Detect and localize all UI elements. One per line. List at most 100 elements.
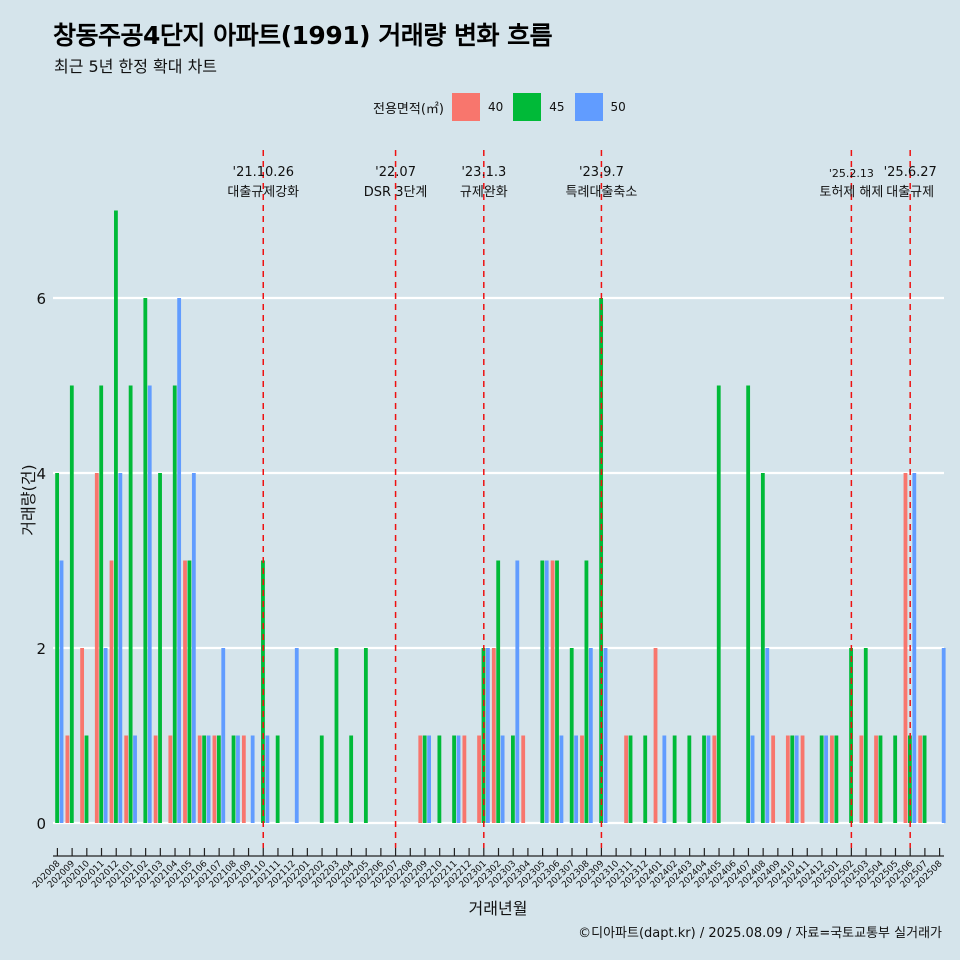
bar-50-202107 [221,648,226,823]
bar-50-202412 [824,735,828,823]
bar-45-202204 [349,735,354,823]
bar-45-202111 [275,735,280,823]
bar-50-202109 [250,735,255,823]
bar-50-202401 [662,735,667,823]
bar-50-202410 [794,735,799,823]
bar-45-202211 [452,735,456,823]
x-axis-title: 거래년월 [469,899,528,918]
bar-40-202009 [65,735,70,823]
bar-50-202101 [133,735,137,823]
bar-50-202506 [912,473,917,823]
bar-45-202107 [216,735,221,823]
y-tick-label: 4 [36,465,46,483]
legend-swatch-45 [513,93,542,121]
bar-45-202410 [790,735,795,823]
bar-45-202504 [878,735,883,823]
bar-50-202011 [103,648,108,823]
bar-40-202109 [241,735,246,823]
bar-50-202508 [941,648,946,823]
bar-45-202505 [893,735,898,823]
bar-45-202210 [437,735,442,823]
bar-40-202308 [580,735,584,823]
event-date-label: '25.6.27 [884,165,937,180]
legend-label-40: 40 [487,100,504,114]
y-tick-label: 0 [36,815,46,833]
legend-item-45: 45 [513,93,568,121]
bar-50-202302 [500,735,505,823]
event-name-label: 대출규제 [886,185,934,200]
bar-40-202501 [830,735,834,823]
bar-40-202306 [550,560,555,823]
bar-40-202410 [785,735,790,823]
bar-50-202104 [177,298,182,823]
bar-50-202108 [236,735,240,823]
event-name-label: 대출규제강화 [227,185,299,200]
bar-45-202010 [84,735,89,823]
legend-swatch-50 [574,93,603,121]
bar-40-202304 [521,735,526,823]
bar-45-202011 [99,385,104,823]
bar-50-202306 [559,735,564,823]
bar-50-202106 [206,735,211,823]
bar-50-202301 [486,648,490,823]
y-tick-label: 6 [36,290,46,308]
event-date-label: '22.07 [375,165,416,180]
bar-50-202404 [706,735,711,823]
bar-45-202405 [716,385,721,823]
event-date-label: '23.1.3 [461,165,506,180]
bar-40-202507 [918,735,923,823]
bar-45-202305 [540,560,545,823]
bar-40-202405 [712,735,717,823]
bar-45-202404 [702,735,706,823]
bar-50-202407 [750,735,755,823]
bar-40-202106 [197,735,202,823]
event-date-label: '25.2.13 [829,167,874,180]
event-date-label: '23.9.7 [579,165,624,180]
bar-45-202407 [746,385,751,823]
bar-40-202104 [168,735,173,823]
bar-45-202203 [334,648,339,823]
bar-45-202108 [231,735,236,823]
bar-40-202411 [800,735,805,823]
legend: 전용면적(㎡) 40 45 50 [373,93,636,121]
bar-40-202010 [80,648,85,823]
bar-50-202012 [118,473,123,823]
bar-50-202209 [427,735,431,823]
bar-45-202209 [422,735,427,823]
bar-50-202105 [191,473,196,823]
source-caption: ©디아파트(dapt.kr) / 2025.08.09 / 자료=국토교통부 실… [578,926,942,941]
y-tick-label: 2 [36,640,46,658]
event-date-label: '21.10.26 [233,165,294,180]
bar-45-202202 [319,735,324,823]
bar-45-202412 [819,735,824,823]
bar-45-202303 [511,735,515,823]
bar-50-202305 [544,560,549,823]
bar-45-202008 [55,473,60,823]
event-name-label: DSR 3단계 [364,185,428,200]
bar-40-202503 [859,735,864,823]
bar-50-202211 [456,735,461,823]
bar-40-202209 [418,735,423,823]
event-name-label: 토허제 해제 [819,185,883,200]
event-name-label: 규제완화 [460,185,508,200]
bar-50-202308 [588,648,593,823]
bar-45-202408 [760,473,765,823]
legend-label-50: 50 [610,100,626,114]
bar-40-202302 [491,648,496,823]
bar-45-202307 [569,648,574,823]
legend-title: 전용면적(㎡) [373,101,444,117]
bar-45-202106 [202,735,207,823]
bar-45-202308 [584,560,589,823]
bar-40-202504 [874,735,878,823]
bar-50-202102 [147,385,152,823]
bar-40-202012 [109,560,114,823]
bar-45-202402 [672,735,677,823]
bar-50-202303 [515,560,520,823]
bar-40-202011 [94,473,99,823]
bar-40-202103 [153,735,158,823]
bar-50-202408 [765,648,770,823]
bar-45-202104 [172,385,177,823]
bar-45-202012 [114,210,118,823]
bar-50-202309 [603,648,608,823]
